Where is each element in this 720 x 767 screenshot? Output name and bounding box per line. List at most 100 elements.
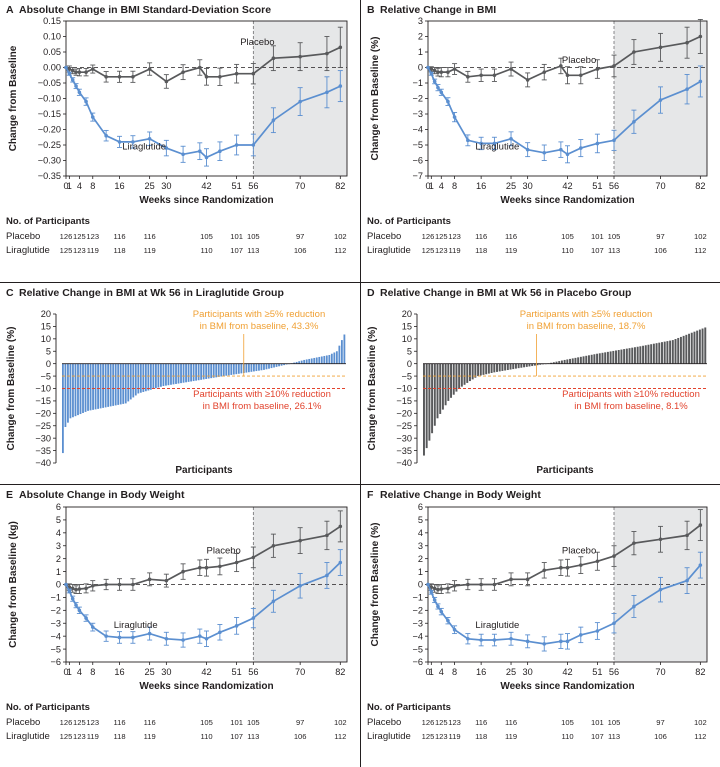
bar-d — [579, 356, 582, 364]
x-axis-label-b: Weeks since Randomization — [500, 195, 634, 206]
bar-c — [177, 363, 180, 384]
data-point-placebo-e — [181, 569, 185, 574]
data-point-liraglutide-b — [559, 147, 563, 152]
y-tick-label-b: −7 — [413, 171, 423, 181]
liraglutide-count-b: 107 — [591, 246, 604, 255]
vertical-divider — [360, 0, 361, 767]
bar-d — [628, 348, 631, 364]
bar-d — [487, 363, 490, 374]
data-point-placebo-b — [452, 67, 457, 71]
data-point-liraglutide-e — [77, 608, 82, 613]
data-point-placebo-a — [77, 70, 82, 74]
data-point-liraglutide-a — [218, 149, 222, 153]
x-tick-label-a: 30 — [161, 181, 171, 191]
bar-d — [658, 342, 661, 364]
series-line-liraglutide-f — [427, 564, 702, 645]
x-tick-label-b: 1 — [429, 181, 434, 191]
data-point-placebo-a — [181, 70, 185, 74]
data-point-placebo-b — [559, 64, 563, 68]
data-point-placebo-f — [479, 582, 483, 587]
data-point-liraglutide-b — [542, 150, 547, 155]
bar-c — [107, 363, 110, 407]
x-axis-label-e: Weeks since Randomization — [139, 681, 273, 692]
bar-d — [533, 363, 536, 366]
bar-d — [463, 363, 466, 385]
bar-c — [315, 357, 318, 364]
y-tick-label-d: 15 — [402, 322, 412, 332]
bar-c — [227, 363, 230, 376]
y-tick-label-c: −10 — [35, 384, 51, 394]
placebo-series-label-e: Placebo — [207, 546, 241, 557]
y-tick-label-f: 5 — [418, 515, 423, 525]
x-tick-label-f: 16 — [476, 667, 486, 677]
liraglutide-count-f: 112 — [694, 732, 706, 741]
data-point-liraglutide-f — [432, 598, 437, 602]
data-point-liraglutide-e — [131, 635, 135, 640]
bar-c — [338, 345, 341, 364]
placebo-count-e: 102 — [334, 718, 347, 727]
data-point-placebo-f — [595, 559, 600, 564]
liraglutide-count-a: 125 — [60, 246, 73, 255]
panel-letter-e: E — [6, 489, 13, 501]
bar-c — [285, 363, 288, 365]
data-point-liraglutide-e — [147, 631, 152, 636]
x-tick-label-a: 0 — [63, 181, 68, 191]
data-point-placebo-e — [77, 587, 82, 591]
placebo-count-b: 101 — [591, 232, 604, 241]
liraglutide-series-label-a: Liraglutide — [122, 142, 166, 153]
y-tick-label-e: 2 — [56, 554, 61, 564]
liraglutide-count-a: 106 — [294, 246, 307, 255]
placebo-count-e: 97 — [296, 718, 304, 727]
chart-e-svg: E Absolute Change in Body Weight6543210−1… — [6, 489, 348, 742]
bar-c — [200, 363, 203, 380]
bar-c — [202, 363, 205, 380]
bar-d — [514, 363, 517, 369]
x-axis-label-a: Weeks since Randomization — [139, 195, 273, 206]
bar-c — [215, 363, 218, 378]
data-point-liraglutide-f — [525, 639, 530, 644]
data-point-placebo-b — [432, 68, 437, 73]
y-tick-label-f: 4 — [418, 528, 423, 538]
x-axis-label-d: Participants — [536, 465, 594, 476]
liraglutide-count-a: 119 — [144, 246, 156, 255]
data-point-placebo-f — [436, 587, 440, 592]
horizontal-divider-bottom — [0, 484, 720, 485]
data-point-liraglutide-b — [436, 85, 440, 90]
data-point-placebo-b — [492, 73, 497, 78]
bar-c — [197, 363, 200, 381]
liraglutide-count-f: 125 — [422, 732, 435, 741]
bar-d — [671, 340, 674, 364]
liraglutide-count-b: 119 — [505, 246, 517, 255]
data-point-placebo-e — [198, 565, 202, 570]
data-point-placebo-b — [436, 70, 440, 74]
bar-c — [310, 358, 313, 364]
bar-d — [517, 363, 520, 369]
data-point-placebo-a — [90, 67, 95, 71]
bar-c — [280, 363, 283, 366]
data-point-liraglutide-b — [685, 87, 689, 91]
threshold-10pct-label-line2-d: in BMI from baseline, 8.1% — [574, 401, 688, 412]
data-point-liraglutide-e — [325, 573, 329, 578]
x-tick-label-e: 70 — [295, 667, 305, 677]
bar-c — [330, 353, 333, 364]
data-point-placebo-f — [452, 583, 457, 588]
data-point-placebo-b — [578, 73, 583, 78]
placebo-count-f: 105 — [608, 718, 621, 727]
bar-d — [571, 358, 574, 364]
data-point-liraglutide-a — [117, 140, 122, 144]
x-tick-label-a: 1 — [67, 181, 72, 191]
series-line-liraglutide-e — [65, 561, 341, 641]
bar-d — [690, 332, 693, 364]
y-tick-label-a: −0.25 — [38, 140, 61, 150]
bar-c — [124, 363, 127, 404]
bar-c — [325, 355, 328, 364]
bar-c — [270, 363, 273, 369]
bar-c — [225, 363, 228, 376]
bar-c — [303, 359, 306, 364]
x-tick-label-e: 30 — [161, 667, 171, 677]
bar-c — [127, 363, 130, 402]
y-tick-label-c: −15 — [35, 396, 51, 406]
liraglutide-count-f: 119 — [449, 732, 461, 741]
y-tick-label-e: −3 — [51, 618, 61, 628]
bar-d — [425, 363, 428, 449]
